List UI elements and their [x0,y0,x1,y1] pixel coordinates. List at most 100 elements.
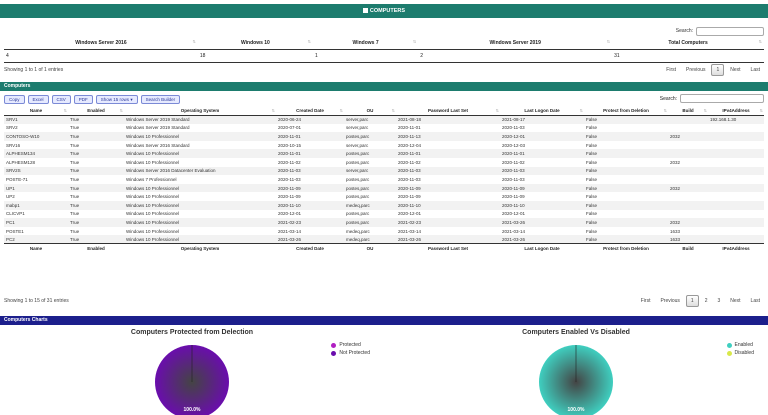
table-row[interactable]: mabp1 True Windows 10 Professionnel 2020-11… [4,200,764,210]
table-cell: Windows 10 Professionnel [124,218,276,227]
summary-page-button[interactable]: 1 [711,64,725,76]
table-cell: postes,parc [344,132,396,141]
table-row[interactable]: PC1 True Windows 10 Professionnel 2021-02-2… [4,218,764,227]
table-cell: False [586,211,598,217]
sort-icon: ⇅ [663,108,667,113]
table-cell: 2032 [668,218,708,227]
computers-next-button[interactable]: Next [730,298,741,304]
table-row[interactable]: POSTE1 True Windows 10 Professionnel 2021-0… [4,227,764,236]
column-header[interactable]: Protect from Deletion ⇅ [584,106,668,116]
table-row[interactable]: SRV1 True Windows Server 2019 Standard 2020… [4,115,764,124]
summary-info: Showing 1 to 1 of 1 entries [4,67,64,73]
excel-button[interactable]: Excel [27,94,49,104]
column-footer: Password Last Set [396,243,500,253]
column-header[interactable]: Enabled ⇅ [68,106,124,116]
table-cell: False [586,125,598,131]
summary-column-label: Windows Server 2019 [489,40,541,46]
csv-button[interactable]: CSV [51,94,71,104]
table-row[interactable]: SRV2S True Windows Server 2016 Datacenter … [4,166,764,176]
table-cell: True [70,176,80,182]
table-cell: 2032 [668,132,708,141]
pdf-button[interactable]: PDF [73,94,93,104]
table-cell: 2020-11-09 [398,194,421,200]
column-header[interactable]: Last Logon Date ⇅ [500,106,584,116]
table-cell [708,192,764,201]
table-cell: ALPHESM128 [6,159,36,165]
legend-item-enabled[interactable]: Enabled [726,342,754,348]
column-header[interactable]: IPv4Address ⇅ [708,106,764,116]
table-row[interactable]: CLICVP1 True Windows 10 Professionnel 2020-… [4,210,764,219]
table-cell: medeq,parc [344,200,396,210]
column-footer: Protect from Deletion [584,243,668,253]
table-cell: Windows 10 Professionnel [124,200,276,210]
table-cell: True [70,228,80,234]
table-cell [708,149,764,158]
computers-previous-button[interactable]: Previous [660,298,680,304]
table-row[interactable]: UP1 True Windows 10 Professionnel 2020-11-0… [4,183,764,193]
table-row[interactable]: SRV2 True Windows Server 2019 Standard 2020… [4,124,764,133]
column-header[interactable]: Name ⇅ [4,106,68,116]
table-row[interactable]: POSTE-71 True Windows 7 Professionnel 2020-… [4,175,764,184]
column-header[interactable]: Password Last Set ⇅ [396,106,500,116]
table-cell: Windows Server 2016 Datacenter Evaluatio… [124,166,276,176]
table-cell: 2020-11-02 [502,159,525,165]
summary-first-button[interactable]: First [666,67,677,73]
table-row[interactable]: CONTOSO-W10 True Windows 10 Professionnel 2… [4,132,764,141]
column-header[interactable]: OU ⇅ [344,106,396,116]
legend-item-not-protected[interactable]: Not Protected [331,350,370,356]
summary-column-header[interactable]: Windows Server 2019 ⇅ [418,37,613,50]
legend-item-disabled[interactable]: Disabled [726,350,754,356]
summary-cell: 1 [312,49,419,63]
sort-icon: ⇅ [391,108,395,113]
table-cell: True [68,115,124,124]
table-cell [708,141,764,150]
column-header[interactable]: Operating System ⇅ [124,106,276,116]
column-footer: Operating System [124,243,276,253]
sort-icon: ⇅ [606,39,611,44]
table-cell: 2020-12-01 [278,211,302,217]
table-cell: True [70,142,80,148]
table-row[interactable]: ALPHESM128 True Windows 10 Professionnel 20… [4,158,764,167]
copy-button[interactable]: Copy [4,94,25,104]
table-cell: server,parc [346,125,369,131]
legend-label-disabled: Disabled [734,350,754,356]
search-builder-button[interactable]: Search Builder [140,94,181,104]
table-row[interactable]: ALPHESM134 True Windows 10 Professionnel 20… [4,149,764,158]
sort-icon: ⇅ [63,108,67,113]
summary-last-button[interactable]: Last [750,67,760,73]
table-cell: True [68,166,124,176]
table-cell: SRV16 [6,142,21,148]
computers-page-2-button[interactable]: 2 [704,298,708,304]
computers-panel-header: Computers [0,82,768,91]
table-cell: False [584,218,668,227]
computers-last-button[interactable]: Last [750,298,760,304]
computers-first-button[interactable]: First [640,298,651,304]
summary-column-header[interactable]: Windows 7 ⇅ [312,37,419,50]
column-header[interactable]: Build ⇅ [668,106,708,116]
table-row[interactable]: UP2 True Windows 10 Professionnel 2020-11-0… [4,192,764,201]
summary-column-header[interactable]: Windows 10 ⇅ [197,37,313,50]
table-row[interactable]: SRV16 True Windows Server 2016 Standard 202… [4,141,764,150]
summary-previous-button[interactable]: Previous [686,67,706,73]
table-cell: 2020-11-01 [398,125,421,131]
table-cell [708,132,764,141]
computers-search-input[interactable] [680,94,764,103]
page-length-dropdown[interactable]: Show 15 rows ▾ [95,94,138,104]
computers-page-3-button[interactable]: 3 [717,298,721,304]
table-cell: 2021-03-26 [396,235,500,244]
summary-column-header[interactable]: Total Computers ⇅ [612,37,764,50]
table-cell [708,200,764,210]
column-footer: OU [344,243,396,253]
table-row[interactable]: PC2 True Windows 10 Professionnel 2021-03-2… [4,235,764,244]
computers-page-1-button[interactable]: 1 [685,295,699,307]
summary-column-header[interactable]: Windows Server 2016 ⇅ [4,37,198,50]
app-title: COMPUTERS [369,8,406,14]
table-cell [708,158,764,167]
summary-next-button[interactable]: Next [730,67,741,73]
summary-cell: 2 [418,49,613,63]
sort-icon: ⇅ [192,39,196,44]
column-header[interactable]: Created Date ⇅ [276,106,344,116]
table-cell: postes,parc [346,211,370,217]
summary-search-input[interactable] [696,26,764,36]
legend-item-protected[interactable]: Protected [331,342,370,348]
